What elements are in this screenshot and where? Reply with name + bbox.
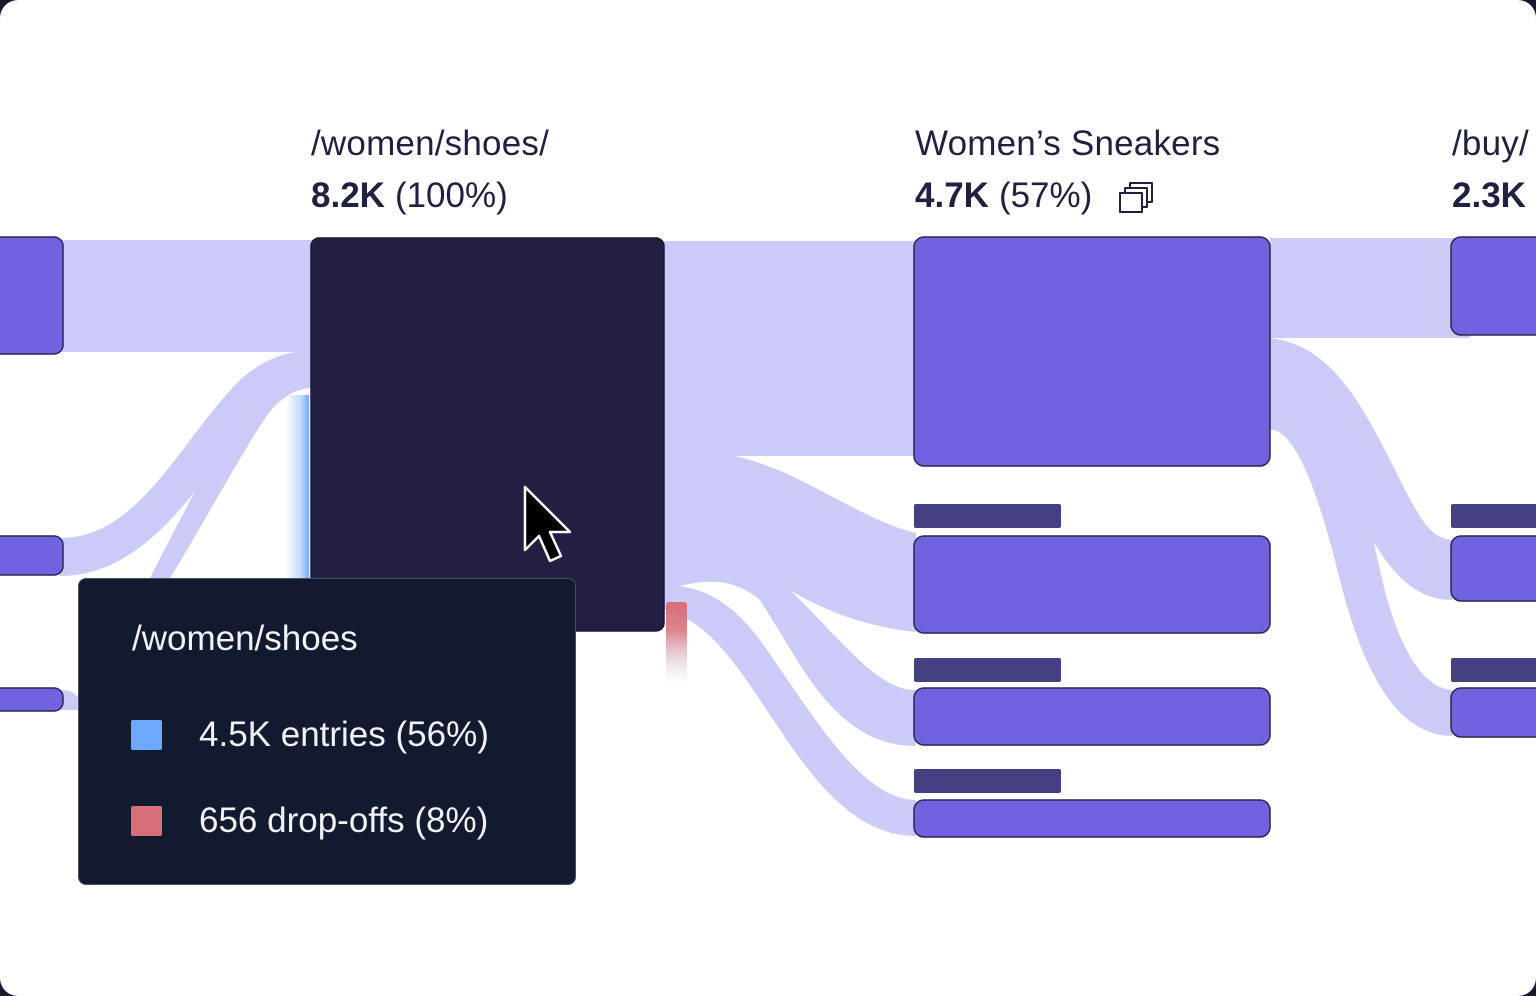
entries-indicator [287,395,309,585]
node-title: /women/shoes/ [311,124,549,163]
node[interactable] [913,687,1271,746]
sneakers-column-nodes[interactable] [913,236,1271,838]
flow-band[interactable] [150,376,312,578]
node-label-placeholder [914,658,1061,682]
node[interactable] [913,535,1271,634]
node-buy[interactable] [1450,236,1536,336]
node-percent: (100%) [394,176,508,215]
entries-swatch-icon [131,720,162,750]
tooltip-row-dropoffs: 656 drop-offs (8%) [131,801,488,841]
node-label-placeholder [1451,658,1536,682]
tooltip-dropoffs-label: 656 drop-offs (8%) [199,801,489,840]
node-tooltip: /women/shoes 4.5K entries (56%) 656 drop… [78,578,576,885]
node-label-placeholder [914,769,1061,793]
tooltip-entries-label: 4.5K entries (56%) [199,715,489,754]
flows-from-sneakers[interactable] [1270,238,1470,736]
flow-band[interactable] [664,441,916,632]
node-count: 2.3K [1452,176,1526,215]
flow-band[interactable] [664,505,916,746]
flow-band[interactable] [1270,238,1470,338]
dropoffs-indicator [666,602,687,684]
node-count: 8.2K [311,176,385,215]
node[interactable] [0,236,64,355]
flow-band[interactable] [1270,338,1452,600]
node-percent: (57%) [998,176,1093,215]
node-stat: 8.2K (100%) [311,176,549,216]
node-label-placeholder [1451,504,1536,528]
dropoffs-swatch-icon [131,806,162,836]
tooltip-row-entries: 4.5K entries (56%) [131,715,489,755]
flows-from-women-shoes[interactable] [664,241,916,836]
flow-band[interactable] [664,241,916,456]
flow-band[interactable] [60,690,80,710]
node-women-shoes[interactable] [310,237,665,632]
node[interactable] [1450,687,1536,738]
buy-column-nodes[interactable] [1450,236,1536,738]
node[interactable] [913,799,1271,838]
flow-band[interactable] [1275,400,1452,736]
node-stat: 4.7K (57%) [915,176,1220,216]
stacked-pages-icon[interactable] [1118,180,1154,213]
flow-band[interactable] [664,585,916,836]
node[interactable] [0,535,64,576]
node-count: 4.7K [915,176,989,215]
node-stat: 2.3K [1452,176,1536,216]
node-title: Women’s Sneakers [915,124,1221,163]
flows-into-women-shoes [60,240,315,710]
flow-band[interactable] [60,240,315,352]
column-header-women-shoes[interactable]: /women/shoes/ 8.2K (100%) [311,124,549,216]
mouse-pointer-icon [523,485,572,563]
column-header-buy[interactable]: /buy/ 2.3K [1452,124,1536,216]
node-title: /buy/ [1452,124,1529,163]
tooltip-title: /women/shoes [132,619,358,658]
column-header-womens-sneakers[interactable]: Women’s Sneakers 4.7K (57%) [915,124,1220,216]
node-womens-sneakers[interactable] [913,236,1271,467]
node[interactable] [1450,535,1536,602]
left-column-nodes[interactable] [0,236,64,712]
node-label-placeholder [914,504,1061,528]
node[interactable] [0,687,64,712]
